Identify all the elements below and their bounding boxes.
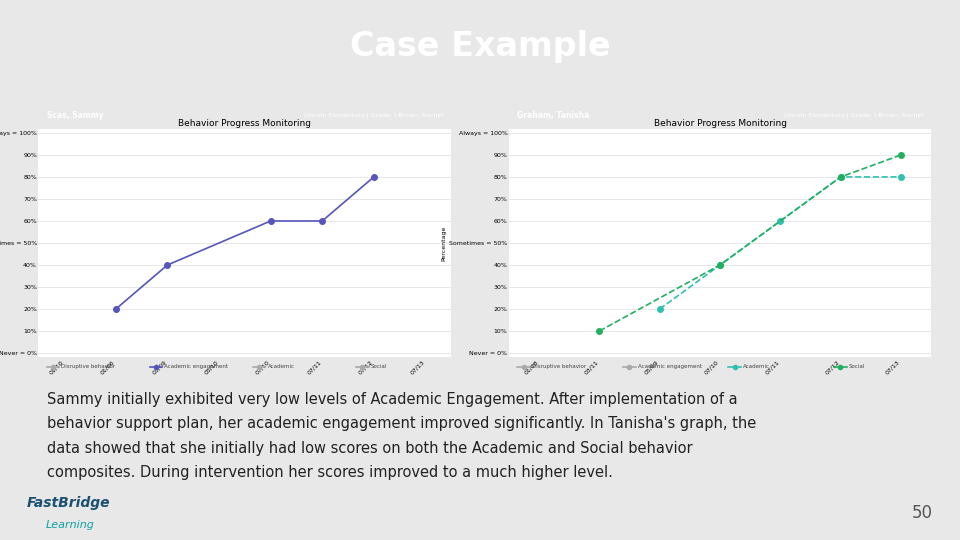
- Text: Social: Social: [849, 364, 865, 369]
- Text: data showed that she initially had low scores on both the Academic and Social be: data showed that she initially had low s…: [47, 441, 693, 456]
- Text: 50: 50: [912, 504, 933, 522]
- Text: Academic: Academic: [743, 364, 770, 369]
- Text: Academic: Academic: [268, 364, 295, 369]
- Text: Social: Social: [371, 364, 387, 369]
- Text: Academic engagement: Academic engagement: [164, 364, 228, 369]
- Text: FastBridge: FastBridge: [27, 496, 110, 510]
- Text: Scas, Sammy: Scas, Sammy: [47, 111, 104, 120]
- Text: Lincoln Elementary | Grade: | Brown, Rachel: Lincoln Elementary | Grade: | Brown, Rac…: [303, 113, 443, 118]
- Text: Disruptive behavior: Disruptive behavior: [532, 364, 587, 369]
- Text: Academic engagement: Academic engagement: [637, 364, 702, 369]
- Text: Lincoln Elementary | Grade: | Brown, Rachel: Lincoln Elementary | Grade: | Brown, Rac…: [783, 113, 923, 118]
- Text: behavior support plan, her academic engagement improved significantly. In Tanish: behavior support plan, her academic enga…: [47, 416, 756, 431]
- Text: composites. During intervention her scores improved to a much higher level.: composites. During intervention her scor…: [47, 465, 613, 481]
- Text: Disruptive behavior: Disruptive behavior: [61, 364, 115, 369]
- Y-axis label: Percentage: Percentage: [442, 225, 446, 261]
- Title: Behavior Progress Monitoring: Behavior Progress Monitoring: [654, 119, 786, 128]
- Text: Case Example: Case Example: [349, 30, 611, 63]
- Title: Behavior Progress Monitoring: Behavior Progress Monitoring: [179, 119, 311, 128]
- Text: Graham, Tanisha: Graham, Tanisha: [517, 111, 589, 120]
- Text: Sammy initially exhibited very low levels of Academic Engagement. After implemen: Sammy initially exhibited very low level…: [47, 392, 738, 407]
- Text: Learning: Learning: [46, 520, 95, 530]
